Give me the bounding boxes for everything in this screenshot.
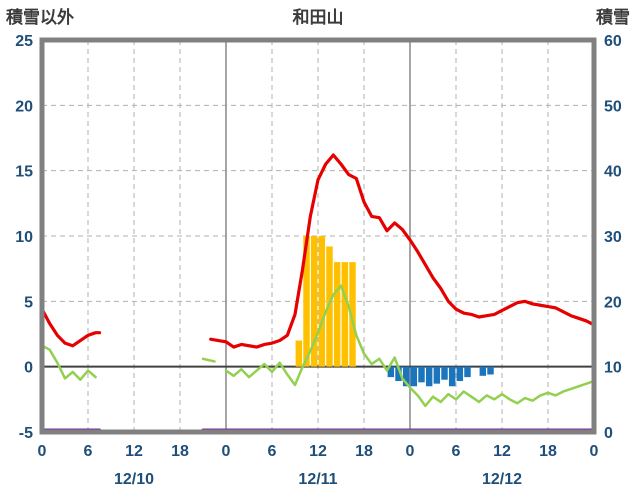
red-line-temperature [40, 307, 102, 348]
blue-bars [487, 366, 494, 375]
blue-bars [464, 366, 471, 378]
hour-tick-label: 6 [452, 443, 461, 460]
left-tick-label: -5 [19, 425, 33, 442]
yellow-bars-precipitation [318, 236, 326, 367]
hour-tick-label: 18 [355, 443, 373, 460]
date-label: 12/10 [114, 471, 154, 488]
blue-bars [402, 366, 410, 387]
yellow-bars-precipitation [341, 262, 349, 367]
plot-frame [39, 37, 597, 435]
blue-bars [425, 366, 433, 387]
date-label: 12/12 [482, 471, 522, 488]
green-line [224, 284, 596, 408]
right-tick-label: 30 [604, 229, 622, 246]
hour-tick-label: 0 [38, 443, 47, 460]
hour-tick-label: 6 [84, 443, 93, 460]
right-tick-label: 20 [604, 294, 622, 311]
chart-title: 和田山 [293, 8, 344, 27]
yellow-bars-precipitation [326, 246, 333, 367]
blue-bars [441, 366, 448, 380]
blue-bars [395, 366, 402, 382]
hour-tick-label: 18 [539, 443, 557, 460]
hour-tick-label: 12 [493, 443, 511, 460]
green-line [40, 344, 97, 381]
blue-bars [418, 366, 425, 383]
right-tick-label: 60 [604, 33, 622, 50]
left-tick-label: 25 [15, 33, 33, 50]
hour-tick-label: 12 [125, 443, 143, 460]
hour-tick-label: 0 [406, 443, 415, 460]
blue-bars [448, 366, 456, 387]
left-tick-label: 20 [15, 98, 33, 115]
blue-bars [387, 366, 395, 378]
yellow-bars-precipitation [310, 236, 318, 367]
left-tick-label: 15 [15, 164, 33, 181]
yellow-bars-precipitation [295, 340, 303, 367]
hour-tick-label: 6 [268, 443, 277, 460]
blue-bars [410, 366, 418, 387]
blue-bars [433, 366, 441, 384]
green-line [201, 357, 216, 363]
left-axis-title: 積雪以外 [6, 7, 74, 27]
hour-tick-label: 0 [590, 443, 599, 460]
red-line-temperature [209, 153, 596, 349]
date-label: 12/11 [298, 471, 337, 488]
blue-bars [479, 366, 487, 376]
left-tick-label: 0 [24, 360, 33, 377]
left-tick-label: 10 [15, 229, 33, 246]
hour-tick-label: 18 [171, 443, 189, 460]
blue-bars [456, 366, 464, 382]
right-tick-label: 40 [604, 164, 622, 181]
left-tick-label: 5 [24, 294, 33, 311]
yellow-bars-precipitation [349, 262, 356, 367]
right-axis-title: 積雪 [596, 7, 630, 27]
hour-tick-label: 0 [222, 443, 231, 460]
right-tick-label: 0 [604, 425, 613, 442]
hour-tick-label: 12 [309, 443, 327, 460]
right-tick-label: 10 [604, 360, 622, 377]
yellow-bars-precipitation [333, 262, 341, 367]
right-tick-label: 50 [604, 98, 622, 115]
yellow-bars-precipitation [303, 236, 310, 367]
